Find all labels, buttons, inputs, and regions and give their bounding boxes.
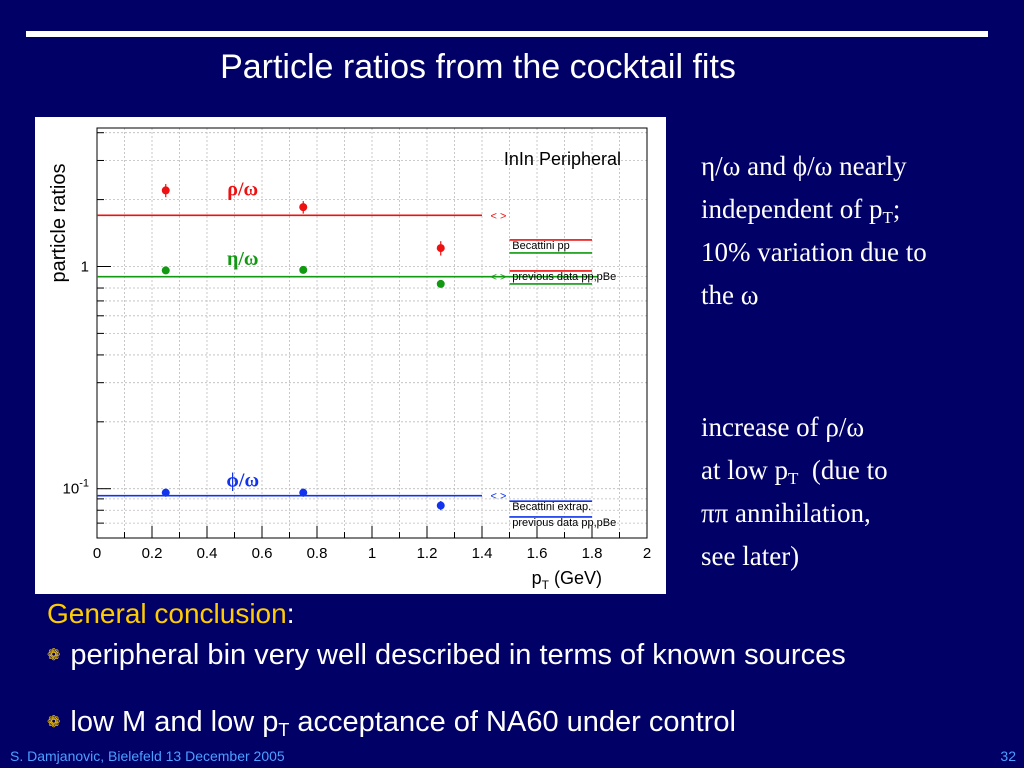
reference-label: previous data pp,pBe bbox=[512, 271, 616, 283]
flower-bullet-icon: ❁ bbox=[47, 647, 61, 664]
reference-label: Becattini extrap. bbox=[512, 501, 591, 513]
data-point bbox=[436, 501, 445, 510]
x-tick-label: 1.4 bbox=[472, 545, 493, 562]
data-point bbox=[436, 244, 445, 253]
series-label-phi-omega: ϕ/ω bbox=[226, 470, 259, 492]
side-note-1-line4: the ω bbox=[701, 280, 759, 310]
data-point bbox=[161, 186, 170, 195]
series-label-eta-omega: η/ω bbox=[227, 248, 259, 270]
x-axis-label: pT (GeV) bbox=[532, 568, 602, 592]
side-note-2-line1: increase of ρ/ω bbox=[701, 412, 865, 442]
side-note-2-line3: ππ annihilation, bbox=[701, 498, 871, 528]
x-tick-label: 1.6 bbox=[527, 545, 548, 562]
y-axis-label: particle ratios bbox=[48, 164, 70, 283]
data-point bbox=[436, 279, 445, 288]
flower-bullet-icon: ❁ bbox=[47, 714, 61, 731]
data-point bbox=[299, 265, 308, 274]
x-tick-label: 0 bbox=[93, 545, 101, 562]
x-tick-label: 2 bbox=[643, 545, 651, 562]
side-note-1-line2: independent of pT; bbox=[701, 194, 901, 227]
conclusion-bullet-1: ❁ peripheral bin very well described in t… bbox=[47, 639, 846, 671]
chart-panel: 0 0.2 0.4 0.6 0.8 1 1.2 1.4 1.6 1.8 2 1 10-1 particle… bbox=[35, 117, 666, 594]
side-note-1-line1: η/ω and ϕ/ω nearly bbox=[701, 151, 907, 181]
x-tick-label: 0.4 bbox=[197, 545, 218, 562]
data-point bbox=[299, 203, 308, 212]
reference-label: previous data pp,pBe bbox=[512, 517, 616, 529]
conclusion-bullet-2: ❁ low M and low pT acceptance of NA60 und… bbox=[47, 706, 736, 740]
side-note-2-line2: at low pT (due to bbox=[701, 455, 888, 488]
reference-marker: < > bbox=[491, 272, 507, 284]
top-rule bbox=[26, 31, 988, 37]
side-note-2: increase of ρ/ω at low pT (due to ππ ann… bbox=[701, 406, 888, 578]
footer-author: S. Damjanovic, Bielefeld 13 December 200… bbox=[10, 748, 285, 764]
series-label-rho-omega: ρ/ω bbox=[227, 179, 258, 201]
x-tick-label: 1 bbox=[368, 545, 376, 562]
y-tick-label: 10-1 bbox=[63, 478, 89, 498]
x-tick-label: 1.2 bbox=[417, 545, 438, 562]
x-tick-label: 0.2 bbox=[142, 545, 163, 562]
data-point bbox=[161, 488, 170, 497]
reference-marker: < > bbox=[491, 491, 507, 503]
chart-title: InIn Peripheral bbox=[504, 149, 621, 169]
side-note-2-line4: see later) bbox=[701, 541, 800, 571]
reference-label: Becattini pp bbox=[512, 240, 569, 252]
data-point bbox=[299, 488, 308, 497]
slide-title: Particle ratios from the cocktail fits bbox=[220, 48, 736, 86]
x-tick-label: 0.8 bbox=[307, 545, 328, 562]
reference-marker: < > bbox=[491, 210, 507, 222]
conclusion-heading: General conclusion: bbox=[47, 598, 295, 629]
x-tick-label: 0.6 bbox=[252, 545, 273, 562]
x-tick-label: 1.8 bbox=[582, 545, 603, 562]
side-note-1-line3: 10% variation due to bbox=[701, 237, 927, 267]
y-tick-label: 1 bbox=[81, 258, 89, 275]
data-point bbox=[161, 266, 170, 275]
side-note-1: η/ω and ϕ/ω nearly independent of pT; 10… bbox=[701, 145, 927, 317]
ratio-chart: 0 0.2 0.4 0.6 0.8 1 1.2 1.4 1.6 1.8 2 1 10-1 particle… bbox=[48, 127, 651, 592]
page-number: 32 bbox=[1000, 748, 1016, 764]
